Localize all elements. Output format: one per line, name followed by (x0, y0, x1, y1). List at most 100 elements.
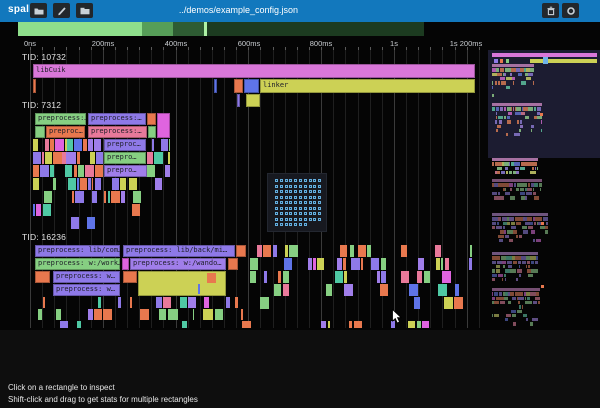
debris-block[interactable] (161, 139, 168, 151)
debris-block[interactable] (147, 165, 155, 177)
flame-bar[interactable] (123, 271, 137, 283)
debris-block[interactable] (240, 309, 244, 320)
delete-button[interactable] (542, 3, 559, 18)
debris-block[interactable] (45, 139, 50, 151)
event-dot[interactable] (289, 223, 293, 226)
debris-block[interactable] (154, 178, 162, 190)
debris-block[interactable] (380, 271, 386, 283)
flame-bar[interactable] (246, 94, 260, 107)
debris-block[interactable] (340, 245, 348, 257)
flame-bar[interactable]: preprocess: w:/wando… (130, 258, 226, 270)
debris-block[interactable] (250, 258, 258, 270)
debris-block[interactable] (380, 258, 386, 270)
event-dot[interactable] (294, 206, 298, 210)
debris-block[interactable] (162, 297, 171, 308)
event-dot[interactable] (308, 190, 312, 193)
event-dot[interactable] (303, 179, 307, 182)
flame-bar[interactable] (228, 258, 238, 270)
event-dot[interactable] (308, 179, 312, 182)
debris-block[interactable] (158, 309, 167, 320)
event-dot[interactable] (284, 179, 288, 182)
debris-block[interactable] (454, 284, 459, 296)
event-dot[interactable] (303, 195, 307, 199)
debris-block[interactable] (417, 271, 423, 283)
event-dot[interactable] (318, 195, 322, 199)
event-dot[interactable] (279, 184, 283, 188)
debris-block[interactable] (73, 139, 83, 151)
debris-block[interactable] (435, 258, 440, 270)
event-dot[interactable] (275, 179, 278, 182)
flame-bar[interactable] (157, 113, 170, 138)
debris-block[interactable] (168, 152, 170, 164)
debris-block[interactable] (264, 271, 268, 283)
debris-block[interactable] (151, 139, 155, 151)
event-dot[interactable] (294, 212, 298, 215)
debris-block[interactable] (36, 204, 41, 216)
event-dot[interactable] (299, 184, 302, 188)
debris-block[interactable] (33, 139, 38, 151)
event-dot[interactable] (279, 190, 283, 193)
debris-block[interactable] (40, 165, 49, 177)
debris-block[interactable] (37, 309, 43, 320)
flame-bar[interactable]: preprocess: w:/work… (35, 258, 120, 270)
event-dot[interactable] (299, 217, 302, 221)
flame-bar[interactable]: preprocess: lib/back/mi… (123, 245, 235, 257)
debris-block[interactable] (43, 297, 46, 308)
debris-block[interactable] (79, 178, 83, 190)
debris-block[interactable] (328, 321, 330, 328)
debris-block[interactable] (282, 271, 289, 283)
flame-bar[interactable]: prepro… (104, 152, 146, 164)
debris-block[interactable] (130, 297, 132, 308)
debris-block[interactable] (441, 258, 444, 270)
debris-block[interactable] (76, 152, 81, 164)
debris-block[interactable] (367, 245, 371, 257)
event-dot[interactable] (294, 201, 298, 204)
debris-block[interactable] (77, 321, 81, 328)
flame-bar[interactable] (237, 94, 240, 107)
debris-block[interactable] (400, 245, 407, 257)
debris-block[interactable] (214, 309, 223, 320)
sidebar-cluster[interactable] (492, 179, 542, 201)
debris-block[interactable] (321, 321, 326, 328)
flame-bar[interactable]: preprocess: w… (53, 271, 120, 283)
event-dot[interactable] (284, 212, 288, 215)
library-button[interactable] (76, 3, 93, 18)
event-dot[interactable] (275, 206, 278, 210)
debris-block[interactable] (336, 258, 343, 270)
event-dot[interactable] (299, 206, 302, 210)
debris-block[interactable] (357, 245, 366, 257)
debris-block[interactable] (50, 165, 55, 177)
debris-block[interactable] (391, 321, 396, 328)
debris-block[interactable] (442, 271, 452, 283)
event-dot[interactable] (318, 217, 322, 221)
debris-block[interactable] (413, 297, 421, 309)
debris-block[interactable] (53, 152, 62, 164)
debris-block[interactable] (88, 139, 93, 151)
event-dot[interactable] (284, 201, 288, 204)
event-dot[interactable] (279, 223, 283, 226)
debris-block[interactable] (353, 321, 362, 328)
debris-block[interactable] (438, 284, 448, 296)
debris-block[interactable] (284, 245, 288, 257)
debris-block[interactable] (85, 165, 95, 177)
event-dot[interactable] (299, 212, 302, 215)
event-dot[interactable] (284, 195, 288, 199)
debris-block[interactable] (181, 321, 188, 328)
event-dot[interactable] (313, 201, 317, 204)
event-dot[interactable] (275, 217, 278, 221)
event-dot[interactable] (303, 190, 307, 193)
event-dot[interactable] (279, 195, 283, 199)
debris-block[interactable] (83, 178, 88, 190)
debris-block[interactable] (82, 139, 88, 151)
event-dot[interactable] (289, 201, 293, 204)
flame-bar[interactable] (33, 79, 36, 93)
debris-block[interactable] (203, 309, 213, 320)
event-dot[interactable] (303, 184, 307, 188)
sidebar-cluster[interactable] (492, 213, 548, 243)
event-dot[interactable] (303, 206, 307, 210)
debris-block[interactable] (192, 309, 195, 320)
event-dot[interactable] (303, 201, 307, 204)
edit-button[interactable] (53, 3, 70, 18)
event-dot[interactable] (279, 179, 283, 182)
event-dot[interactable] (308, 195, 312, 199)
